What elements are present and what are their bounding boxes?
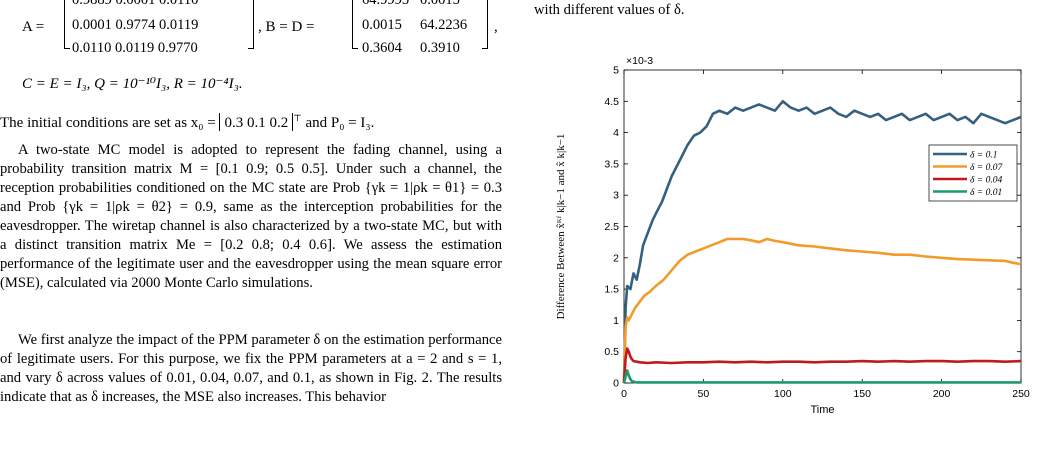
- series-line-3: [622, 369, 1021, 384]
- x-tick-label: 200: [933, 388, 951, 400]
- matrix-a-row-3: 0.0110 0.0119 0.9770: [72, 40, 198, 56]
- matrix-bd-r1c1: 64.9995: [362, 0, 410, 8]
- plot-frame: [623, 69, 1022, 384]
- paragraph-channel-model: A two-state MC model is adopted to repre…: [0, 141, 502, 293]
- matrix-bd-r2c2: 64.2236: [420, 17, 468, 33]
- x-tick-label: 100: [774, 388, 792, 400]
- line-chart: 00.511.522.533.544.550 50 100 150 200 250×10-…: [555, 55, 1030, 416]
- initial-tail: and P₀ = I₃.: [301, 115, 375, 131]
- x-axis-label: Time: [810, 404, 834, 416]
- matrix-a-right-bracket: [248, 0, 254, 49]
- y-axis-label: Difference Between x̂ᴷᶠ k|k−1 and x̂ k|k…: [555, 134, 567, 320]
- cqr-equation: C = E = I₃, Q = 10⁻¹⁰I₃, R = 10⁻⁴I₃.: [22, 76, 243, 92]
- legend-label-1: δ = 0.07: [970, 163, 1003, 173]
- series-line-1: [622, 237, 1022, 384]
- matrix-a-left-bracket: [64, 0, 70, 49]
- y-tick-label: 5: [613, 65, 619, 77]
- paragraph-1-text: A two-state MC model is adopted to repre…: [0, 142, 502, 291]
- matrix-end-comma: ,: [494, 19, 498, 35]
- legend-label-2: δ = 0.04: [970, 176, 1002, 186]
- y-tick-label: 1: [613, 315, 619, 327]
- x-tick-label: 0: [621, 388, 627, 400]
- x-tick-label: 150: [853, 388, 871, 400]
- initial-vector: 0.3 0.1 0.2: [224, 115, 289, 131]
- matrix-bd-right-bracket: [482, 0, 488, 49]
- y-tick-label: 4.5: [604, 96, 619, 108]
- figure-caption-tail: with different values of δ.: [534, 2, 685, 18]
- x-tick-label: 250: [1012, 388, 1030, 400]
- paragraph-2-text: We first analyze the impact of the PPM p…: [0, 332, 502, 405]
- y-tick-label: 2: [613, 252, 619, 264]
- matrix-bd-left-bracket: [352, 0, 358, 49]
- series-line-2: [622, 347, 1022, 384]
- y-tick-label: 0: [613, 378, 619, 390]
- left-column: A = 0.9889 0.0001 0.0110 0.0001 0.9774 0…: [0, 0, 512, 470]
- matrix-bd-r2c1: 0.0015: [362, 17, 402, 33]
- initial-conditions-line: The initial conditions are set as x₀ = 0…: [0, 113, 375, 131]
- matrix-bd-r1c2: 0.0015: [420, 0, 460, 8]
- initial-vector-open: [219, 113, 224, 131]
- matrix-bd-r3c1: 0.3604: [362, 40, 402, 56]
- matrix-a-row-2: 0.0001 0.9774 0.0119: [72, 17, 199, 33]
- matrix-a-label: A =: [22, 19, 45, 35]
- y-multiplier-label: ×10-3: [626, 55, 653, 67]
- legend-label-0: δ = 0.1: [970, 151, 997, 161]
- matrix-bd-label: , B = D =: [258, 19, 315, 35]
- series-line-0: [622, 99, 1022, 384]
- x-tick-label: 50: [698, 388, 710, 400]
- y-tick-label: 3.5: [604, 158, 619, 170]
- initial-vector-close: [288, 113, 294, 131]
- initial-text: The initial conditions are set as x₀ =: [0, 115, 220, 131]
- right-column: with different values of δ. 0 0.5 1 1.5 2 2.5…: [534, 0, 1038, 470]
- y-tick-label: 4: [613, 127, 619, 139]
- y-tick-label: 1.5: [604, 284, 619, 296]
- y-tick-label: 0.5: [604, 346, 619, 358]
- y-tick-label: 2.5: [604, 221, 619, 233]
- matrix-bd-r3c2: 0.3910: [420, 40, 460, 56]
- legend-label-3: δ = 0.01: [970, 188, 1002, 198]
- paragraph-ppm-analysis: We first analyze the impact of the PPM p…: [0, 331, 502, 407]
- y-tick-label: 3: [613, 190, 619, 202]
- matrix-a-row-1: 0.9889 0.0001 0.0110: [72, 0, 199, 8]
